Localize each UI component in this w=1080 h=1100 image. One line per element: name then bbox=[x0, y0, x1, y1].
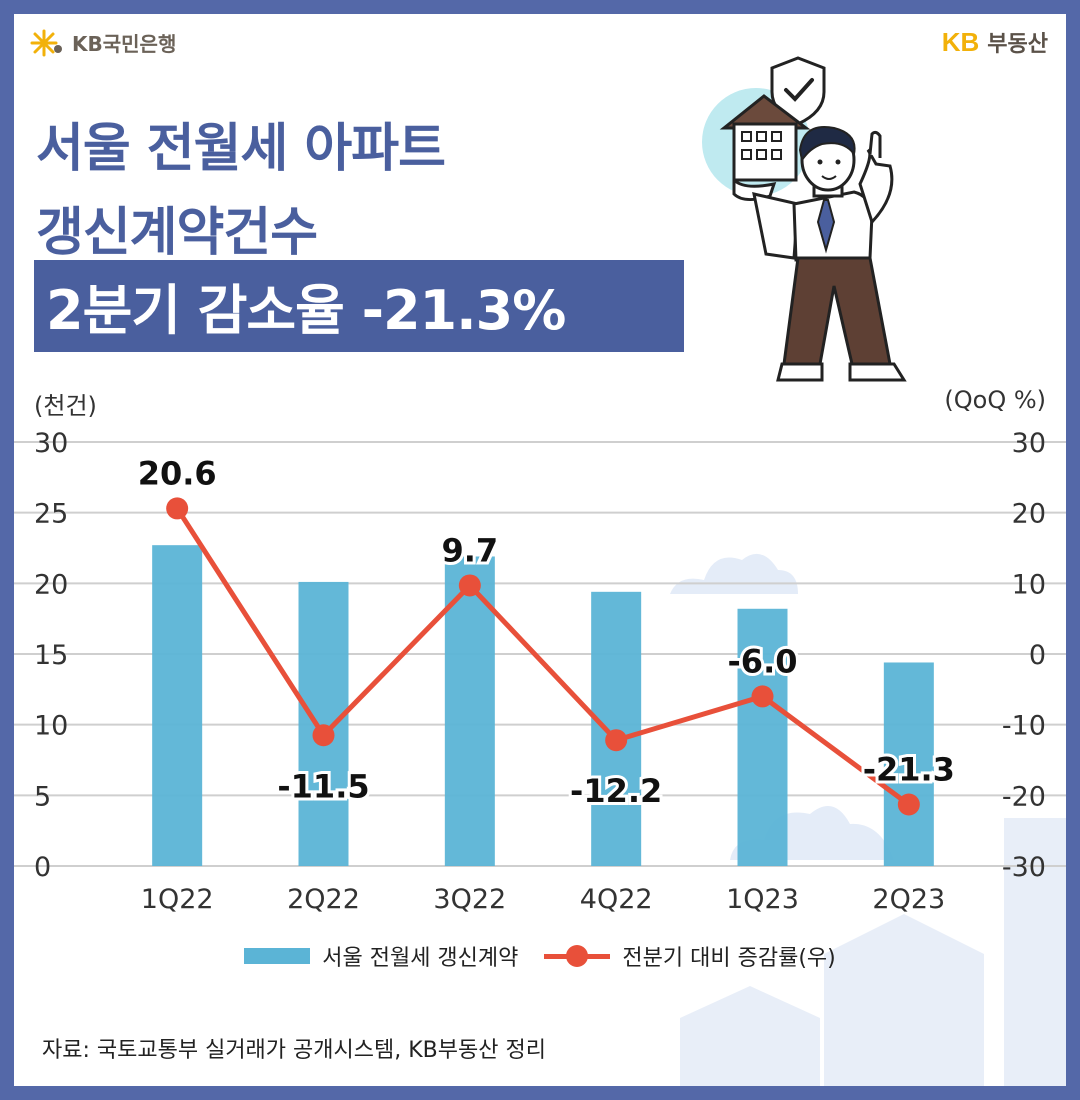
line-point bbox=[605, 729, 628, 752]
x-axis-tick-label: 3Q22 bbox=[433, 884, 506, 915]
left-axis-tick-label: 5 bbox=[34, 781, 51, 812]
x-axis-tick-label: 2Q23 bbox=[872, 884, 945, 915]
brand-name-text: 부동산 bbox=[987, 32, 1048, 57]
x-axis-tick-label: 1Q22 bbox=[141, 884, 214, 915]
legend-line-swatch bbox=[544, 945, 611, 967]
title-highlight-box bbox=[34, 260, 684, 352]
title-line-3: 2분기 감소율 -21.3% bbox=[46, 279, 566, 342]
right-axis-tick-label: -20 bbox=[1002, 781, 1046, 812]
star-logo-icon bbox=[30, 29, 62, 56]
data-label: -6.0 bbox=[728, 642, 798, 680]
source-note: 자료: 국토교통부 실거래가 공개시스템, KB부동산 정리 bbox=[42, 1038, 546, 1063]
left-axis-tick-label: 10 bbox=[34, 711, 68, 742]
title-line-1: 서울 전월세 아파트 bbox=[36, 119, 446, 179]
left-axis-tick-label: 30 bbox=[34, 428, 68, 459]
series-line bbox=[175, 507, 911, 807]
title-line-2: 갱신계약건수 bbox=[36, 203, 318, 263]
house-shield-icon bbox=[719, 56, 826, 182]
bar bbox=[444, 556, 495, 866]
kb-realestate-logo: KB 부동산 bbox=[942, 26, 1048, 58]
data-label: -11.5 bbox=[277, 767, 369, 805]
left-axis-tick-label: 25 bbox=[34, 499, 68, 530]
left-axis-tick-label: 15 bbox=[34, 640, 68, 671]
poster-frame: KB국민은행 KB 부동산 서울 전월세 아파트 갱신계약건수 2분기 감소율 … bbox=[14, 14, 1066, 1086]
legend-bar-label: 서울 전월세 갱신계약 bbox=[322, 946, 519, 971]
right-axis-tick-label: -30 bbox=[1002, 852, 1046, 883]
building-decoration bbox=[824, 914, 984, 1086]
x-axis-tick-label: 1Q23 bbox=[726, 884, 799, 915]
line-point bbox=[897, 793, 920, 816]
businessman-illustration bbox=[702, 56, 907, 382]
background-decoration bbox=[670, 553, 1066, 1086]
data-label: -12.2 bbox=[570, 772, 662, 810]
bar bbox=[883, 662, 934, 866]
x-axis-tick-label: 2Q22 bbox=[287, 884, 360, 915]
bar bbox=[298, 581, 349, 866]
kb-bank-logo: KB국민은행 bbox=[30, 28, 176, 57]
bar bbox=[737, 608, 788, 866]
x-axis-tick-label: 4Q22 bbox=[580, 884, 653, 915]
data-label: -21.3 bbox=[863, 751, 955, 789]
bank-logo-text: KB국민은행 bbox=[72, 32, 177, 56]
data-label: 20.6 bbox=[138, 454, 217, 492]
line-point bbox=[166, 497, 189, 520]
bar bbox=[591, 591, 642, 866]
right-axis-tick-label: 20 bbox=[1012, 499, 1046, 530]
bar bbox=[152, 545, 203, 866]
legend-bar-swatch bbox=[244, 948, 311, 964]
legend-item-line: 전분기 대비 증감률(우) bbox=[544, 940, 836, 972]
legend-item-bar: 서울 전월세 갱신계약 bbox=[244, 940, 518, 972]
line-point bbox=[312, 724, 335, 747]
combo-chart: 0 5 10 15 20 25 30 -30 -20 -10 0 10 20 30 1Q22 2Q22 3Q22… bbox=[14, 428, 1066, 915]
chart-legend: 서울 전월세 갱신계약 전분기 대비 증감률(우) bbox=[14, 940, 1066, 972]
right-axis-tick-label: -10 bbox=[1002, 711, 1046, 742]
brand-kb-text: KB bbox=[941, 26, 980, 57]
right-axis-tick-label: 10 bbox=[1012, 569, 1046, 600]
line-point bbox=[751, 685, 774, 708]
right-axis-unit: (QoQ %) bbox=[944, 386, 1046, 414]
right-axis-tick-label: 0 bbox=[1029, 640, 1046, 671]
right-axis-tick-label: 30 bbox=[1012, 428, 1046, 459]
left-axis-tick-label: 0 bbox=[34, 852, 51, 883]
legend-line-label: 전분기 대비 증감률(우) bbox=[622, 946, 836, 971]
left-axis-tick-label: 20 bbox=[34, 569, 68, 600]
building-decoration bbox=[1004, 818, 1066, 1086]
line-point bbox=[458, 574, 481, 597]
data-label: 9.7 bbox=[441, 531, 498, 569]
building-decoration bbox=[680, 986, 820, 1086]
left-axis-unit: (천건) bbox=[34, 392, 97, 420]
